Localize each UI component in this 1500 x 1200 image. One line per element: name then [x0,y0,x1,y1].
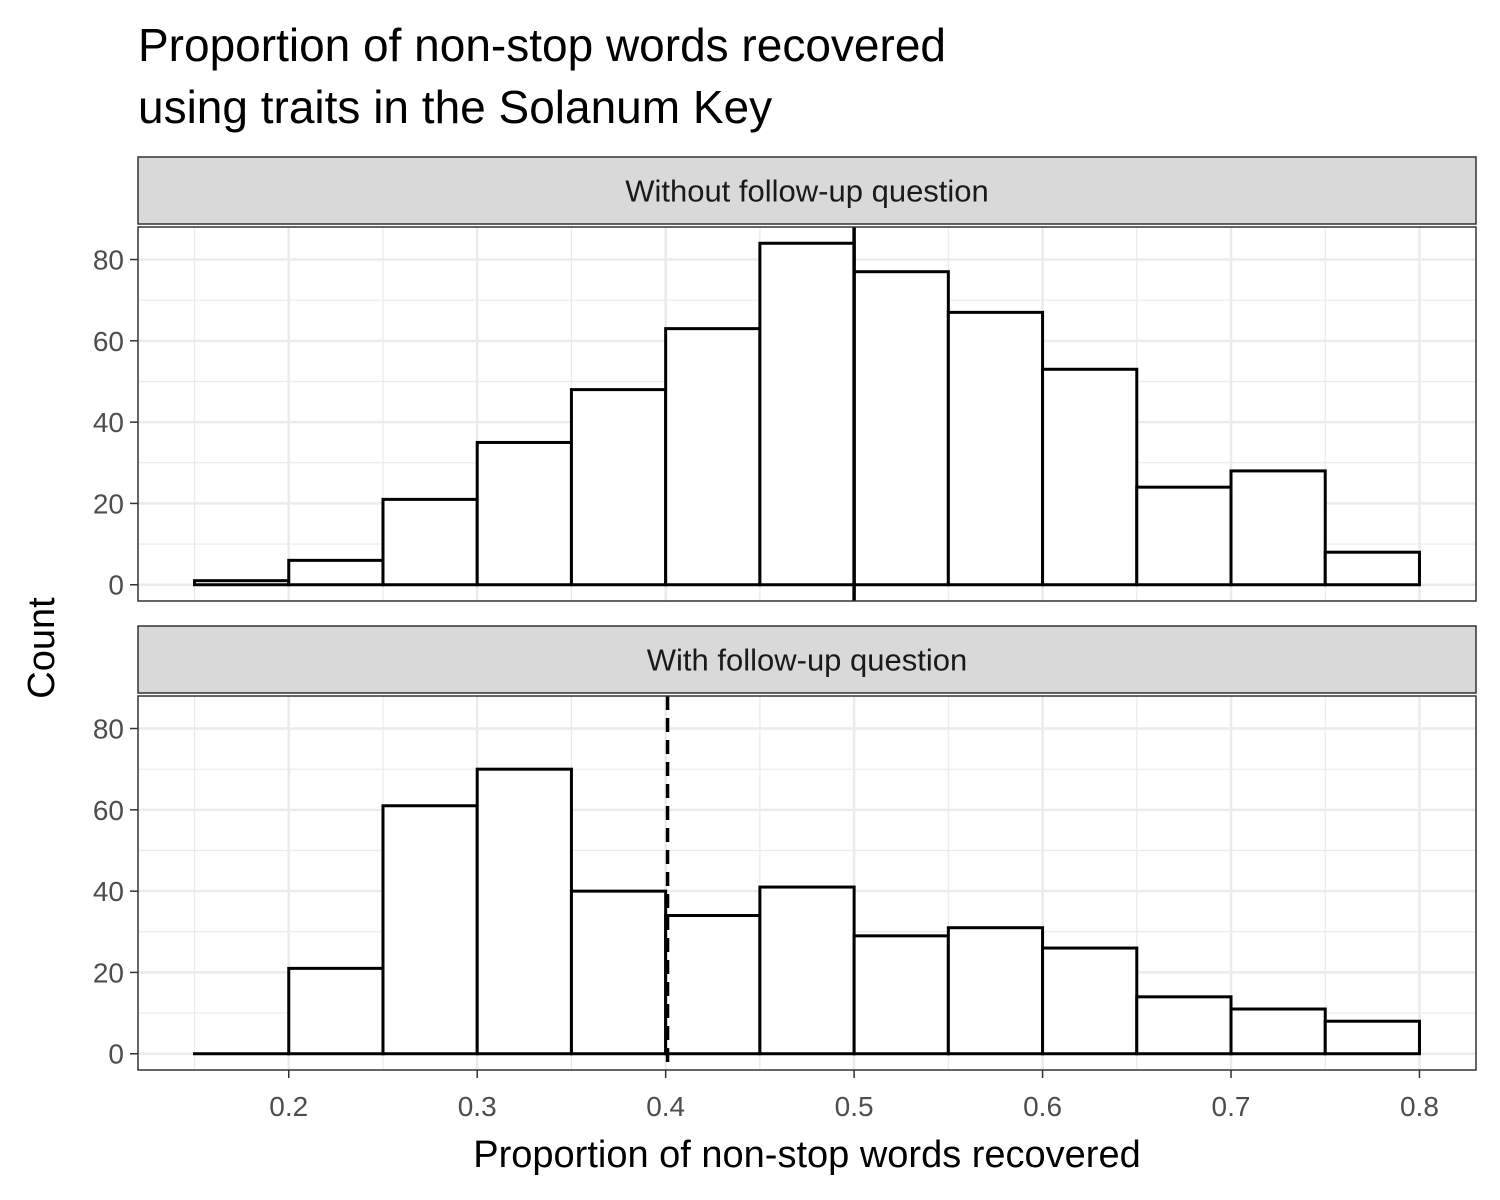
histogram-bar [1041,946,1139,1056]
y-tick-label: 60 [93,326,124,357]
facet-strip [137,156,1477,225]
y-tick-label: 60 [93,795,124,826]
histogram-bar [1323,550,1421,587]
chart-title-line-2: using traits in the Solanum Key [138,81,773,133]
histogram-bar [381,497,479,587]
histogram-bar [287,558,385,587]
y-tick-label: 0 [108,1039,124,1070]
histogram-bar [287,966,385,1056]
x-tick-label: 0.2 [269,1091,308,1122]
histogram-bar [1323,1019,1421,1056]
histogram-bar [193,579,291,587]
y-tick-label: 80 [93,714,124,745]
histogram-bar [381,804,479,1056]
y-tick-label: 40 [93,876,124,907]
histogram-bar [569,388,668,587]
x-tick-label: 0.6 [1023,1091,1062,1122]
facet-strip-label: Without follow-up question [625,174,989,209]
histogram-bar [1229,469,1327,587]
x-tick-label: 0.8 [1400,1091,1439,1122]
chart-title-line-1: Proportion of non-stop words recovered [138,19,946,71]
histogram-bar [852,934,950,1056]
x-tick-label: 0.3 [458,1091,497,1122]
histogram-bar [852,270,950,587]
histogram-bar [664,327,762,587]
panel-border [137,226,1477,602]
panel-border [137,695,1477,1071]
histogram-bar [1229,1007,1327,1056]
x-tick-label: 0.7 [1212,1091,1251,1122]
facet-strip [137,625,1477,694]
y-tick-label: 20 [93,957,124,988]
histogram-bar [946,926,1045,1056]
y-tick-label: 40 [93,407,124,438]
histogram-bar [475,767,573,1056]
x-tick-label: 0.5 [835,1091,874,1122]
y-tick-label: 0 [108,570,124,601]
histogram-bar [664,914,762,1056]
x-tick-label: 0.4 [646,1091,685,1122]
histogram-bar [1135,995,1233,1056]
facet-strip-label: With follow-up question [647,643,968,678]
histogram-bar [1135,485,1233,587]
histogram-bar [758,241,856,587]
x-axis-title: Proportion of non-stop words recovered [473,1134,1140,1176]
histogram-bar [569,889,668,1056]
histogram-bar [946,310,1045,587]
histogram-bar [1041,367,1139,587]
histogram-bar [758,885,856,1056]
y-tick-label: 80 [93,245,124,276]
y-axis-title: Count [21,597,63,699]
y-tick-label: 20 [93,488,124,519]
histogram-bar [475,440,573,587]
